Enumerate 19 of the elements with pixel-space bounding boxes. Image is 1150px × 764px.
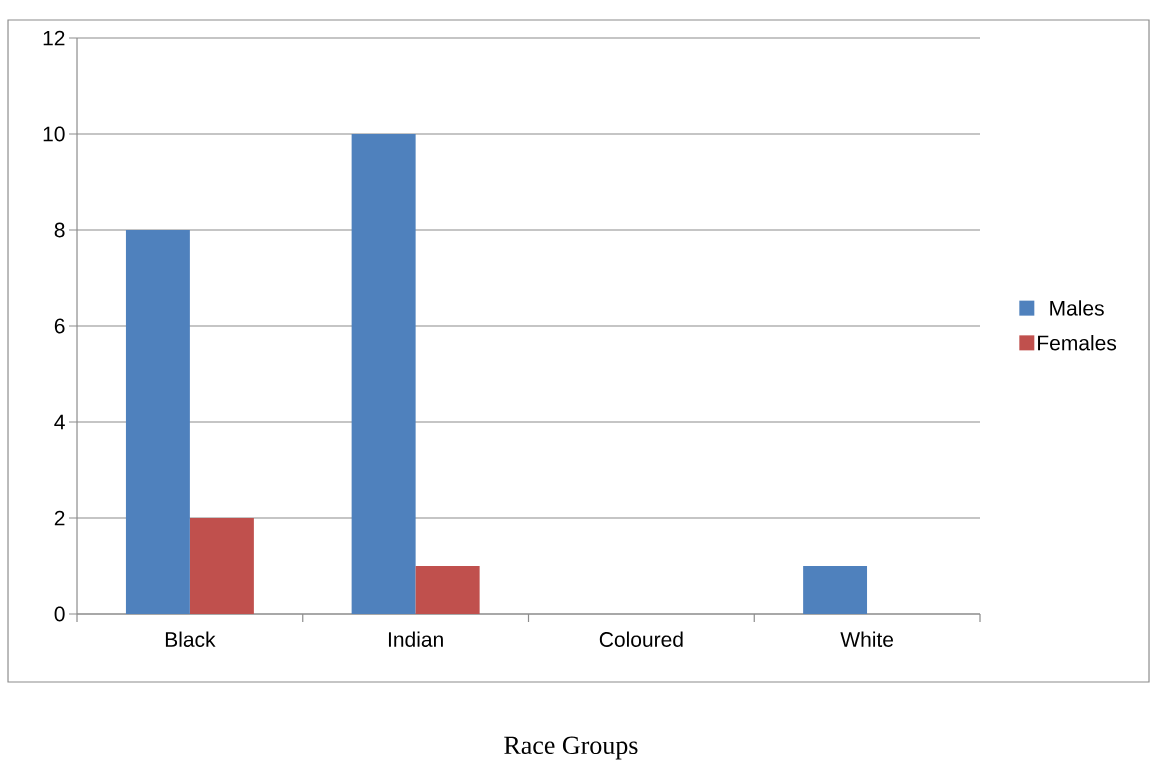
y-tick-label: 2 [54,510,65,526]
bar [125,230,190,614]
bar [803,566,868,614]
y-tick-label: 10 [43,126,65,142]
x-tick-label: Indian [388,631,443,647]
x-tick-label: Black [165,631,216,647]
y-tick-label: 0 [54,606,65,622]
x-tick-label: Coloured [599,631,683,647]
x-axis-title: Race Groups [504,736,638,760]
y-tick-label: 8 [54,222,65,238]
x-tick-label: White [840,631,894,647]
bar [415,566,480,614]
legend-label: Males [1050,300,1104,316]
bar [351,134,416,614]
legend-label: Females [1038,335,1117,351]
y-tick-label: 4 [54,414,65,430]
bar [189,518,254,614]
y-tick-label: 6 [54,318,65,334]
y-tick-label: 12 [43,30,65,46]
